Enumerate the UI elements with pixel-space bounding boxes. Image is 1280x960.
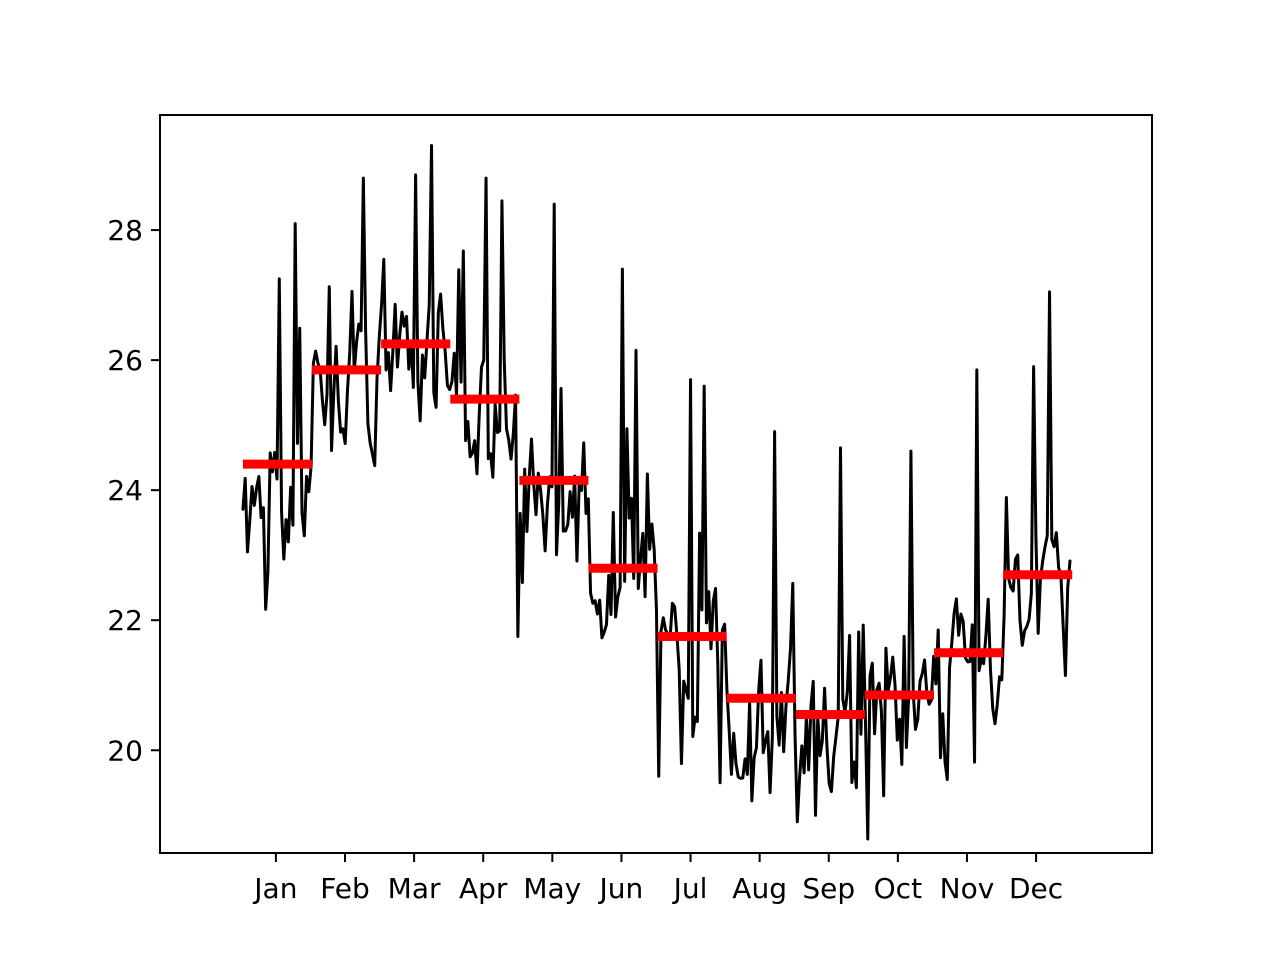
x-tick-label: Sep <box>802 872 855 905</box>
x-tick-label: Jan <box>252 872 297 905</box>
y-tick-label: 20 <box>107 734 143 767</box>
x-tick-label: Mar <box>388 872 441 905</box>
x-tick-label: Oct <box>874 872 922 905</box>
x-tick-label: Feb <box>320 872 370 905</box>
x-tick-label: Nov <box>940 872 995 905</box>
x-tick-label: Dec <box>1009 872 1063 905</box>
x-tick-label: Aug <box>732 872 787 905</box>
x-tick-label: Apr <box>459 872 508 905</box>
x-tick-label: Jun <box>598 872 644 905</box>
x-tick-label: May <box>523 872 581 905</box>
y-tick-label: 26 <box>107 344 143 377</box>
y-tick-label: 22 <box>107 604 143 637</box>
daily-series-line <box>241 144 1072 841</box>
y-tick-label: 24 <box>107 474 143 507</box>
axes-box <box>159 114 1153 854</box>
y-tick-label: 28 <box>107 214 143 247</box>
x-tick-label: Jul <box>672 872 708 905</box>
